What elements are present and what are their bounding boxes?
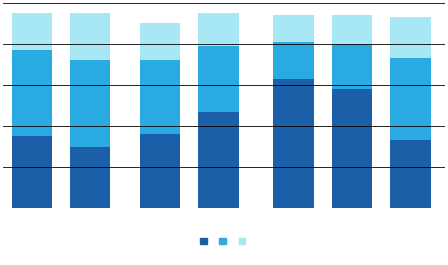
Bar bbox=[140, 60, 181, 134]
Bar bbox=[332, 89, 372, 208]
Bar bbox=[390, 140, 431, 208]
Bar bbox=[273, 15, 314, 42]
Bar bbox=[390, 58, 431, 140]
Bar bbox=[390, 17, 431, 58]
Legend: , , : , , bbox=[197, 234, 251, 249]
Bar bbox=[198, 112, 238, 208]
Bar bbox=[332, 44, 372, 89]
Bar bbox=[198, 46, 238, 112]
Bar bbox=[140, 23, 181, 60]
Bar bbox=[70, 60, 111, 147]
Bar bbox=[198, 13, 238, 46]
Bar bbox=[273, 42, 314, 79]
Bar bbox=[12, 136, 52, 208]
Bar bbox=[140, 134, 181, 208]
Bar bbox=[70, 13, 111, 60]
Bar bbox=[12, 13, 52, 50]
Bar bbox=[332, 15, 372, 44]
Bar bbox=[70, 147, 111, 208]
Bar bbox=[12, 50, 52, 136]
Bar bbox=[273, 79, 314, 208]
